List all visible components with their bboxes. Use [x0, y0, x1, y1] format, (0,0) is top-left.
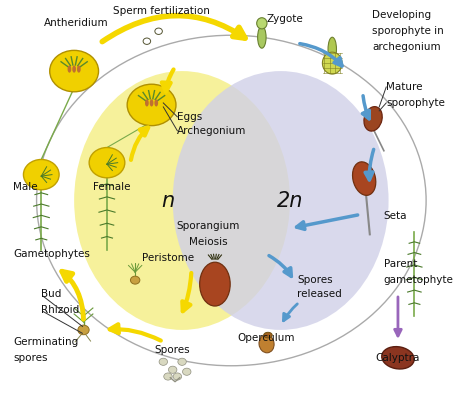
Ellipse shape	[364, 107, 382, 131]
Text: Spores: Spores	[155, 345, 191, 355]
Text: Female: Female	[93, 182, 130, 192]
Circle shape	[23, 160, 59, 190]
Circle shape	[164, 373, 172, 380]
Text: Peristome: Peristome	[142, 253, 194, 263]
Text: released: released	[297, 289, 342, 299]
Text: n: n	[161, 190, 174, 211]
Ellipse shape	[68, 65, 71, 73]
Ellipse shape	[155, 99, 158, 107]
Text: Meiosis: Meiosis	[189, 237, 227, 247]
Text: Developing: Developing	[372, 10, 431, 20]
Text: 2n: 2n	[277, 190, 303, 211]
Text: Sperm fertilization: Sperm fertilization	[112, 6, 210, 16]
Ellipse shape	[353, 162, 376, 195]
Ellipse shape	[264, 332, 272, 338]
Circle shape	[168, 366, 177, 373]
Ellipse shape	[257, 18, 267, 29]
Ellipse shape	[382, 346, 414, 369]
Ellipse shape	[258, 26, 266, 48]
Circle shape	[89, 148, 125, 178]
Text: Antheridium: Antheridium	[44, 18, 108, 28]
Text: Spores: Spores	[297, 275, 333, 285]
Circle shape	[78, 325, 89, 335]
Circle shape	[50, 51, 99, 92]
Text: Bud: Bud	[41, 289, 62, 299]
Ellipse shape	[322, 52, 342, 74]
Ellipse shape	[328, 37, 337, 61]
Text: Mature: Mature	[386, 82, 423, 92]
Circle shape	[178, 358, 186, 365]
Text: archegonium: archegonium	[372, 42, 441, 52]
Text: Zygote: Zygote	[266, 14, 303, 24]
Text: Rhizoid: Rhizoid	[41, 305, 80, 315]
Circle shape	[182, 368, 191, 375]
Text: sporophyte: sporophyte	[386, 98, 445, 108]
Text: gametophyte: gametophyte	[384, 275, 454, 285]
Ellipse shape	[173, 71, 389, 330]
Ellipse shape	[145, 99, 149, 107]
Ellipse shape	[77, 65, 81, 73]
Text: Germinating: Germinating	[13, 337, 78, 347]
Ellipse shape	[74, 71, 290, 330]
Text: sporophyte in: sporophyte in	[372, 26, 444, 36]
Text: Archegonium: Archegonium	[177, 126, 247, 136]
Text: Calyptra: Calyptra	[376, 353, 420, 363]
Ellipse shape	[259, 335, 274, 353]
Text: Male: Male	[13, 182, 38, 192]
Text: Gametophytes: Gametophytes	[13, 249, 90, 259]
Text: spores: spores	[13, 353, 47, 363]
Ellipse shape	[150, 99, 154, 107]
Ellipse shape	[72, 65, 76, 73]
Text: Sporangium: Sporangium	[176, 221, 239, 231]
Circle shape	[173, 373, 182, 380]
Text: Parent: Parent	[384, 259, 417, 269]
Circle shape	[130, 276, 140, 284]
Circle shape	[159, 358, 167, 365]
Text: Eggs: Eggs	[177, 112, 202, 122]
Text: Operculum: Operculum	[238, 333, 295, 343]
Ellipse shape	[200, 262, 230, 306]
Circle shape	[127, 84, 176, 126]
Text: Seta: Seta	[384, 211, 407, 221]
